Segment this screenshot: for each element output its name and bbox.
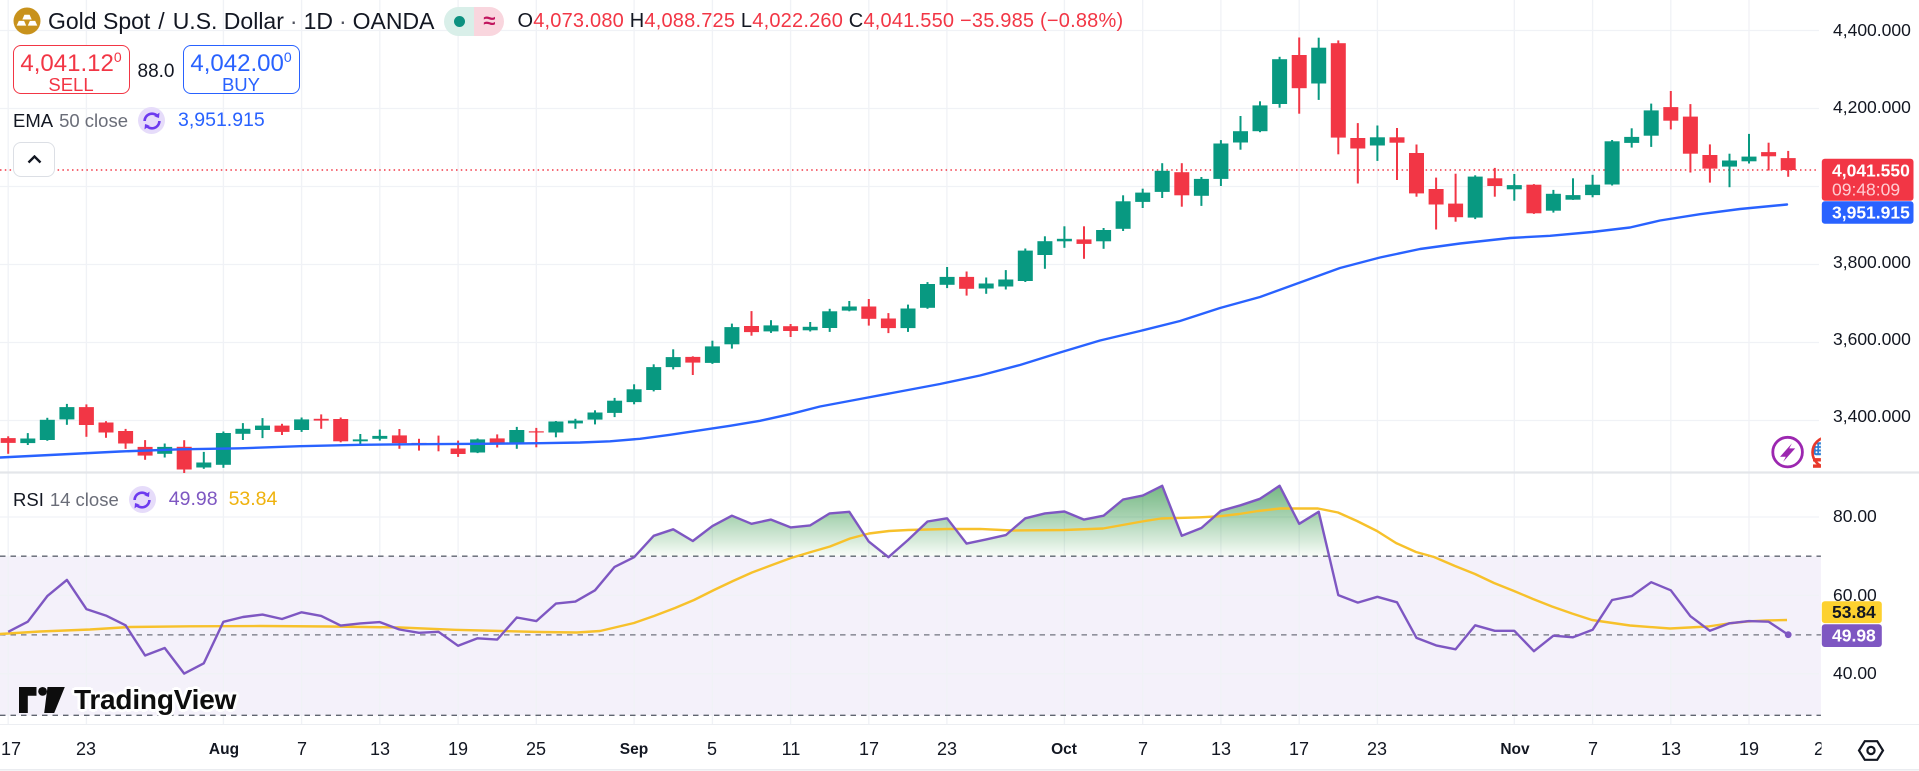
svg-text:40.00: 40.00 [1833,663,1877,683]
svg-text:19: 19 [1739,739,1759,759]
svg-text:13: 13 [370,739,390,759]
svg-text:17: 17 [1,739,21,759]
svg-text:17: 17 [859,739,879,759]
svg-text:49.98: 49.98 [1832,626,1876,646]
svg-text:19: 19 [448,739,468,759]
svg-text:Sep: Sep [620,741,648,758]
svg-text:09:48:09: 09:48:09 [1832,180,1900,200]
svg-text:4,200.000: 4,200.000 [1833,97,1911,117]
svg-text:Aug: Aug [209,741,239,758]
svg-text:25: 25 [526,739,546,759]
svg-text:3,951.915: 3,951.915 [1832,203,1910,223]
svg-text:23: 23 [937,739,957,759]
svg-text:2: 2 [1814,739,1824,759]
svg-text:23: 23 [1367,739,1387,759]
svg-text:7: 7 [297,739,307,759]
svg-text:Nov: Nov [1500,741,1530,758]
svg-text:60.00: 60.00 [1833,585,1877,605]
svg-text:Oct: Oct [1051,741,1077,758]
svg-text:23: 23 [76,739,96,759]
svg-text:80.00: 80.00 [1833,506,1877,526]
svg-text:5: 5 [707,739,717,759]
svg-text:13: 13 [1661,739,1681,759]
svg-text:3,400.000: 3,400.000 [1833,406,1911,426]
svg-text:4,041.550: 4,041.550 [1832,161,1910,181]
svg-text:4,400.000: 4,400.000 [1833,20,1911,40]
svg-text:7: 7 [1138,739,1148,759]
svg-text:3,800.000: 3,800.000 [1833,252,1911,272]
svg-text:7: 7 [1588,739,1598,759]
svg-text:13: 13 [1211,739,1231,759]
svg-text:11: 11 [782,739,801,759]
svg-text:17: 17 [1289,739,1309,759]
svg-text:53.84: 53.84 [1832,602,1876,622]
svg-text:3,600.000: 3,600.000 [1833,329,1911,349]
